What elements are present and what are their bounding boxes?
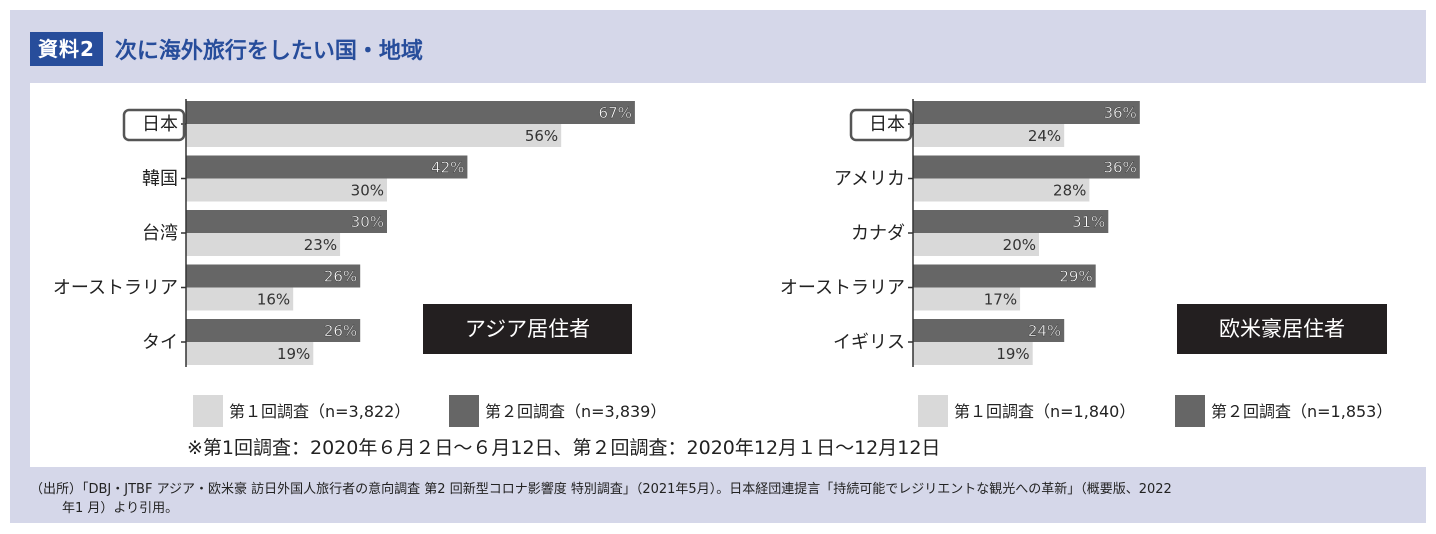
data-label-series1: 28% xyxy=(1053,182,1086,200)
region-tag-label: アジア居住者 xyxy=(465,317,590,341)
legend-label-series2: 第２回調査（n=1,853） xyxy=(1211,402,1392,421)
data-label-series2: 36% xyxy=(1103,159,1136,177)
survey-dates-note: ※第1回調査：2020年６月２日～６月12日、第２回調査：2020年12月１日～… xyxy=(187,437,940,459)
bar-series1 xyxy=(186,124,562,147)
figure-number-badge: 資料2 xyxy=(30,32,103,66)
bar-series1 xyxy=(913,178,1090,202)
figure-title: 次に海外旅行をしたい国・地域 xyxy=(114,39,423,64)
bar-series2 xyxy=(913,319,1065,342)
data-label-series1: 17% xyxy=(984,291,1017,309)
bar-series1 xyxy=(186,178,387,202)
category-label: イギリス xyxy=(833,332,905,353)
legend-label-series2: 第２回調査（n=3,839） xyxy=(485,402,666,421)
legend-swatch-series2 xyxy=(449,395,479,427)
legend-swatch-series1 xyxy=(193,395,223,427)
bar-series2 xyxy=(186,319,361,342)
data-label-series1: 19% xyxy=(277,345,310,363)
category-label: 台湾 xyxy=(142,223,178,244)
data-label-series1: 16% xyxy=(257,291,290,309)
region-tag-box xyxy=(1177,304,1387,354)
category-label: 日本 xyxy=(142,114,178,135)
highlight-frame xyxy=(849,108,913,142)
legend-swatch-series2 xyxy=(1175,395,1205,427)
category-label: カナダ xyxy=(851,223,905,244)
highlight-frame xyxy=(122,108,186,142)
category-label: 韓国 xyxy=(142,169,178,190)
data-label-series2: 24% xyxy=(1028,322,1061,340)
bar-series2 xyxy=(913,101,1140,124)
charts-svg: 67% 56% 日本 42% 30% 韓国 30% 23% 台湾 26% 16% オーストラリア 26%… xyxy=(53,99,1392,459)
bar-series1 xyxy=(913,233,1039,256)
data-label-series2: 26% xyxy=(324,268,357,286)
data-label-series1: 20% xyxy=(1003,236,1036,254)
data-label-series2: 36% xyxy=(1103,104,1136,122)
bar-series2 xyxy=(186,101,635,124)
bar-series2 xyxy=(186,264,361,288)
bar-series2 xyxy=(186,210,387,233)
bar-series1 xyxy=(186,233,341,256)
data-label-series2: 31% xyxy=(1072,213,1105,231)
category-label: アメリカ xyxy=(834,169,905,190)
category-label: 日本 xyxy=(869,114,905,135)
source-line-1: （出所）「DBJ・JTBF アジア・欧米豪 訪日外国人旅行者の意向調査 第2 回… xyxy=(30,482,1172,497)
region-tag-box xyxy=(423,304,632,354)
data-label-series1: 23% xyxy=(304,236,337,254)
data-label-series1: 56% xyxy=(525,127,558,145)
source-line-2: 年1 月）より引用。 xyxy=(62,501,179,516)
data-label-series2: 30% xyxy=(351,213,384,231)
region-tag-label: 欧米豪居住者 xyxy=(1219,317,1345,341)
category-label: タイ xyxy=(142,332,178,353)
bar-series2 xyxy=(186,155,468,179)
bar-series1 xyxy=(913,124,1065,147)
data-label-series1: 30% xyxy=(351,182,384,200)
source-note: （出所）「DBJ・JTBF アジア・欧米豪 訪日外国人旅行者の意向調査 第2 回… xyxy=(30,480,1420,518)
category-label: オーストラリア xyxy=(53,278,178,299)
bar-series2 xyxy=(913,210,1109,233)
bar-series2 xyxy=(913,155,1140,179)
bar-series1 xyxy=(186,287,294,311)
figure-header: 資料2 次に海外旅行をしたい国・地域 xyxy=(30,32,423,66)
chart-area: 67% 56% 日本 42% 30% 韓国 30% 23% 台湾 26% 16% オーストラリア 26%… xyxy=(30,83,1426,467)
data-label-series1: 19% xyxy=(996,345,1029,363)
data-label-series2: 26% xyxy=(324,322,357,340)
bar-series2 xyxy=(913,264,1096,288)
figure-panel: 資料2 次に海外旅行をしたい国・地域 67% 56% 日本 42% 30% 韓国 30% 23… xyxy=(10,10,1426,523)
category-label: オーストラリア xyxy=(780,278,905,299)
data-label-series2: 67% xyxy=(599,104,632,122)
legend-label-series1: 第１回調査（n=1,840） xyxy=(954,402,1135,421)
data-label-series2: 42% xyxy=(431,159,464,177)
bar-series1 xyxy=(913,342,1033,365)
data-label-series1: 24% xyxy=(1028,127,1061,145)
bar-series1 xyxy=(913,287,1021,311)
legend-label-series1: 第１回調査（n=3,822） xyxy=(229,402,410,421)
bar-series1 xyxy=(186,342,314,365)
data-label-series2: 29% xyxy=(1059,268,1092,286)
legend-swatch-series1 xyxy=(918,395,948,427)
